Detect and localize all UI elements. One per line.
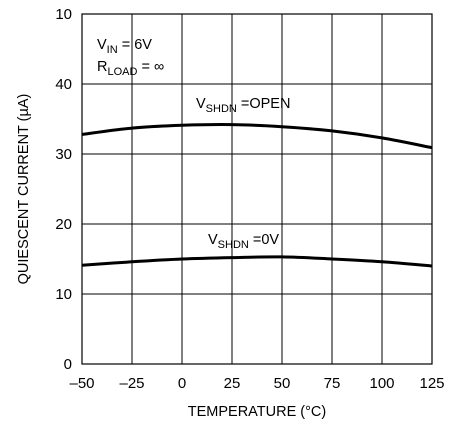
curve-vshdn-0v [81, 255, 433, 268]
y-tick-label: 20 [55, 216, 72, 233]
grid-lines [82, 14, 432, 364]
plot-frame [81, 13, 433, 365]
x-tick-label: 75 [324, 375, 341, 392]
x-tick-label: –50 [69, 375, 94, 392]
x-tick-label: –25 [119, 375, 144, 392]
series-label-0v: VSHDN =0V [208, 232, 279, 251]
x-axis-title: TEMPERATURE (°C) [188, 404, 326, 420]
condition-rload: RLOAD = ∞ [97, 59, 164, 78]
condition-vin: VIN = 6V [97, 37, 152, 56]
x-tick-labels: –50 –25 0 25 50 75 100 125 [69, 375, 444, 392]
y-tick-labels: 0 10 20 30 40 10 [55, 6, 72, 373]
x-tick-label: 50 [274, 375, 291, 392]
curve-vshdn-open [81, 123, 433, 150]
x-tick-label: 100 [369, 375, 394, 392]
y-tick-label: 30 [55, 146, 72, 163]
y-axis-title: QUIESCENT CURRENT (µA) [16, 94, 32, 285]
data-curves [81, 123, 433, 268]
x-tick-label: 25 [224, 375, 241, 392]
y-tick-label: 10 [55, 6, 72, 23]
y-tick-label: 10 [55, 286, 72, 303]
x-tick-label: 0 [178, 375, 186, 392]
y-tick-label: 0 [64, 356, 72, 373]
y-tick-label: 40 [55, 76, 72, 93]
series-label-open: VSHDN =OPEN [196, 96, 290, 115]
x-tick-label: 125 [419, 375, 444, 392]
